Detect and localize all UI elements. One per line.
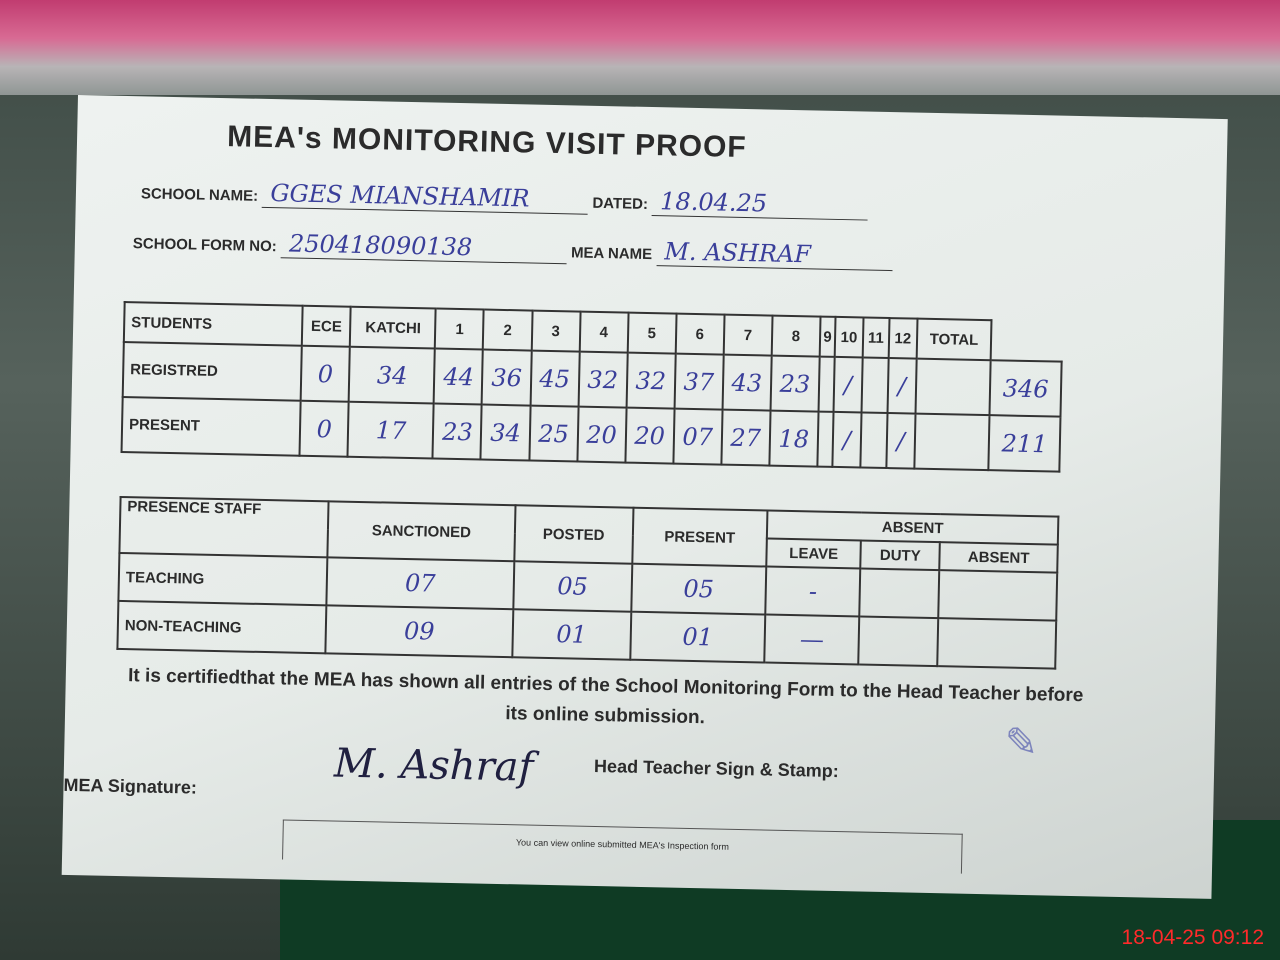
- staff-header: PRESENCE STAFF: [119, 496, 329, 558]
- staff-cell: [859, 568, 940, 619]
- students-cell: [818, 356, 835, 412]
- form-no-field: SCHOOL FORM NO: 250418090138 MEA NAME M.…: [132, 226, 893, 272]
- students-cell: [861, 357, 889, 414]
- students-cell: [860, 412, 888, 469]
- students-cell: 36: [482, 349, 532, 406]
- students-header: 7: [723, 314, 773, 356]
- visit-proof-form: MEA's MONITORING VISIT PROOF SCHOOL NAME…: [61, 95, 1228, 899]
- students-cell: [817, 411, 834, 467]
- students-cell: 20: [577, 406, 627, 463]
- head-teacher-sign-label: Head Teacher Sign & Stamp:: [593, 755, 839, 782]
- students-cell: 43: [722, 354, 772, 411]
- staff-cell: 05: [513, 561, 632, 612]
- students-header: 12: [888, 318, 918, 359]
- students-header: STUDENTS: [123, 302, 303, 346]
- absent-subheader: LEAVE: [766, 538, 862, 569]
- students-cell: [913, 413, 990, 471]
- staff-cell: [937, 618, 1057, 669]
- staff-cell: —: [764, 614, 860, 665]
- staff-cell: [938, 570, 1058, 621]
- dated-value: 18.04.25: [651, 187, 869, 221]
- mea-name-value: M. ASHRAF: [656, 237, 893, 272]
- students-cell: 32: [626, 352, 676, 409]
- form-title: MEA's MONITORING VISIT PROOF: [226, 120, 748, 165]
- dated-label: DATED:: [592, 194, 649, 213]
- staff-cell: -: [765, 566, 861, 617]
- staff-table: PRESENCE STAFF SANCTIONED POSTED PRESENT ABS…: [116, 496, 1059, 670]
- staff-header: SANCTIONED: [327, 501, 516, 562]
- staff-cell: 05: [630, 563, 767, 615]
- staff-cell: [858, 616, 939, 667]
- students-header: ECE: [301, 305, 352, 347]
- students-cell: 44: [434, 348, 484, 405]
- students-cell: [915, 358, 991, 416]
- students-cell: 27: [721, 409, 771, 466]
- row-label: PRESENT: [121, 397, 301, 456]
- students-header: 10: [834, 316, 864, 358]
- absent-subheader: ABSENT: [939, 542, 1058, 573]
- staff-cell: 01: [512, 609, 631, 660]
- students-header: 8: [771, 315, 821, 357]
- students-header: 1: [435, 308, 485, 350]
- students-cell: 25: [528, 405, 579, 462]
- students-header: 2: [483, 309, 533, 351]
- form-no-label: SCHOOL FORM NO:: [132, 235, 277, 256]
- staff-cell: 07: [326, 557, 515, 610]
- students-cell: 23: [770, 355, 820, 412]
- students-cell: 07: [673, 408, 723, 465]
- students-cell: 23: [432, 403, 483, 460]
- school-name-field: SCHOOL NAME: GGES MIANSHAMIR DATED: 18.0…: [140, 176, 869, 221]
- mea-signature: M. Ashraf: [333, 740, 534, 791]
- students-cell: 32: [578, 351, 628, 408]
- students-cell: 34: [480, 404, 531, 461]
- row-label: REGISTRED: [122, 342, 302, 401]
- students-cell: 211: [988, 415, 1061, 472]
- students-header: 9: [819, 316, 836, 357]
- students-header: KATCHI: [350, 306, 437, 349]
- form-no-value: 250418090138: [280, 229, 568, 265]
- students-header: 4: [579, 311, 629, 353]
- students-header: 6: [675, 313, 725, 355]
- students-cell: /: [833, 356, 863, 413]
- mea-name-label: MEA NAME: [570, 244, 653, 264]
- students-cell: 17: [347, 401, 435, 459]
- staff-header: PRESENT: [631, 507, 768, 567]
- students-cell: 18: [769, 410, 819, 467]
- footer-note: You can view online submitted MEA's Insp…: [282, 819, 963, 874]
- students-header: 5: [627, 312, 677, 354]
- row-label: NON-TEACHING: [117, 600, 327, 654]
- mea-signature-label: MEA Signature:: [63, 774, 198, 798]
- staff-cell: 01: [629, 611, 766, 663]
- students-cell: 0: [299, 400, 350, 457]
- pink-folder: [0, 0, 1280, 95]
- students-cell: 20: [625, 407, 675, 464]
- students-cell: 346: [989, 360, 1062, 417]
- photo-timestamp: 18-04-25 09:12: [1121, 926, 1264, 949]
- students-cell: /: [832, 411, 862, 468]
- school-name-value: GGES MIANSHAMIR: [262, 178, 589, 215]
- students-cell: 0: [300, 345, 351, 402]
- students-cell: /: [886, 413, 916, 469]
- students-header: 3: [531, 310, 581, 352]
- staff-header: POSTED: [514, 505, 634, 564]
- certification-text: It is certifiedthat the MEA has shown al…: [127, 665, 1084, 729]
- students-header: TOTAL: [916, 318, 992, 361]
- row-label: TEACHING: [118, 552, 328, 606]
- students-header: 11: [862, 317, 890, 359]
- students-cell: /: [887, 358, 917, 414]
- students-cell: 34: [349, 346, 436, 404]
- students-cell: 37: [674, 353, 724, 410]
- students-table: STUDENTS ECE KATCHI 1 2 3 4 5 6 7 8 9 10 11 12 TOTAL REG…: [121, 301, 1064, 473]
- students-cell: 45: [530, 350, 580, 407]
- school-name-label: SCHOOL NAME:: [140, 185, 259, 205]
- absent-subheader: DUTY: [860, 540, 941, 571]
- staff-cell: 09: [325, 605, 514, 658]
- stamp-icon: ✎: [1004, 720, 1039, 766]
